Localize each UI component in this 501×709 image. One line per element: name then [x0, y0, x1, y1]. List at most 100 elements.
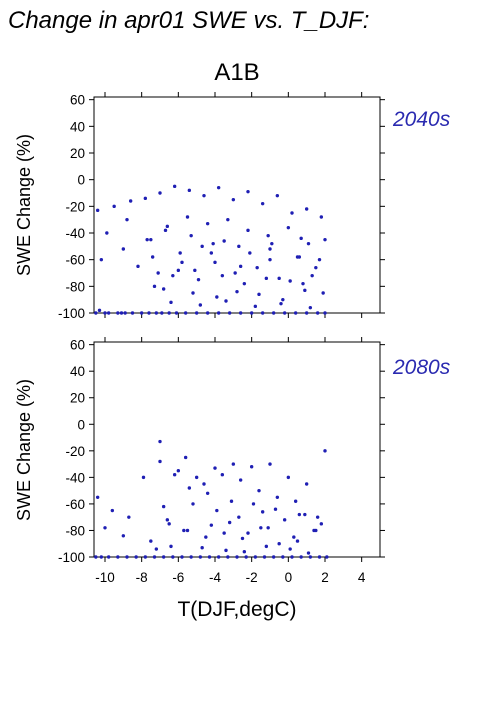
scatter-point [319, 215, 324, 219]
scatter-point [290, 555, 294, 559]
scatter-point [235, 289, 239, 294]
scatter-point [205, 311, 210, 315]
scatter-point [297, 512, 302, 517]
scatter-point [244, 555, 248, 559]
scatter-point [273, 507, 278, 511]
scatter-point [110, 508, 115, 513]
scatter-point [169, 544, 173, 549]
scatter-point [123, 311, 127, 315]
scatter-point [207, 555, 212, 559]
scatter-point [226, 555, 230, 559]
xlabel: T(DJF,degC) [177, 598, 296, 621]
scatter-point [323, 237, 327, 242]
y-tick-label: -20 [65, 444, 85, 459]
scatter-point [211, 241, 215, 246]
scatter-point [227, 520, 232, 525]
scatter-point [314, 265, 318, 270]
scatter-point [222, 239, 226, 243]
scatter-point [154, 547, 159, 551]
scatter-point [257, 292, 261, 297]
scatter-point [204, 535, 208, 539]
era-label-2040s: 2040s [392, 108, 451, 131]
x-tick-label: -2 [246, 570, 258, 585]
scatter-point [253, 304, 258, 309]
scatter-point [286, 475, 291, 480]
scatter-point [248, 251, 252, 255]
scatter-point [310, 273, 314, 278]
scatter-point [172, 473, 177, 477]
scatter-point [194, 311, 199, 315]
panel-2080s: 2080s SWE Change (%) 6040200-20-40-60-80… [14, 337, 451, 585]
y-tick-label: -100 [58, 306, 85, 321]
scatter-point [169, 300, 173, 305]
scatter-point [121, 534, 126, 538]
scatter-point [233, 271, 237, 275]
scatter-point [171, 273, 175, 278]
scatter-point [187, 188, 192, 193]
scatter-point [275, 193, 280, 198]
scatter-point [127, 515, 131, 519]
x-tick-label: -6 [172, 570, 184, 585]
scatter-point [191, 291, 195, 295]
scatter-point [277, 276, 281, 281]
scatter-point [180, 555, 184, 559]
y-tick-label: 0 [77, 417, 85, 432]
scatter-point [99, 555, 104, 559]
scatter-point [95, 208, 100, 213]
scatter-point [246, 189, 250, 194]
scatter-point [180, 260, 184, 265]
scatter-point [174, 311, 179, 315]
scatter-point [260, 510, 265, 514]
scatter-point [315, 311, 320, 315]
scatter-point [306, 241, 311, 246]
scatter-point [215, 508, 219, 513]
scatter-point [303, 512, 307, 517]
scatter-point [125, 217, 129, 222]
scatter-point [94, 555, 98, 559]
scatter-point [116, 555, 120, 559]
scatter-point [249, 465, 254, 469]
scatter-point [246, 531, 250, 535]
scatter-point [205, 491, 210, 495]
scatter-point [189, 555, 193, 559]
scatter-point [139, 311, 144, 315]
y-tick-label: 20 [70, 146, 85, 161]
scatter-point [125, 555, 129, 559]
scatter-point [231, 462, 236, 466]
scatter-point [103, 526, 107, 530]
scatter-point [238, 264, 243, 269]
scatter-point [235, 555, 239, 559]
scatter-point [213, 466, 217, 470]
scatter-point [220, 273, 225, 278]
scatter-point [202, 482, 206, 486]
scatter-point [264, 544, 269, 549]
scatter-point [238, 311, 243, 315]
scatter-point [145, 237, 149, 242]
scatter-point [158, 459, 162, 464]
scatter-point [183, 455, 188, 460]
y-tick-label: 40 [70, 364, 85, 379]
x-tick-label: 4 [358, 570, 366, 585]
scatter-point [266, 233, 270, 238]
scatter-point [237, 515, 241, 519]
scatter-point [205, 221, 210, 226]
scenario-title: A1B [214, 59, 259, 86]
scatter-point [191, 502, 195, 506]
scatter-point [216, 185, 221, 190]
scatter-point [268, 247, 272, 251]
scatter-point [136, 264, 140, 269]
scatter-point [323, 449, 327, 453]
y-tick-label: -40 [65, 226, 85, 241]
scatter-point [105, 231, 109, 235]
scatter-point [200, 244, 204, 249]
y-tick-label: 40 [70, 119, 85, 134]
scatter-point [134, 555, 138, 559]
scatter-point [178, 251, 182, 255]
scatter-point [304, 482, 309, 486]
scatter-point [128, 199, 133, 203]
scatter-point [172, 184, 177, 189]
y-tick-label: -20 [65, 199, 85, 214]
scatter-point [237, 244, 241, 249]
scatter-point [246, 228, 250, 233]
scatter-point [165, 224, 170, 229]
